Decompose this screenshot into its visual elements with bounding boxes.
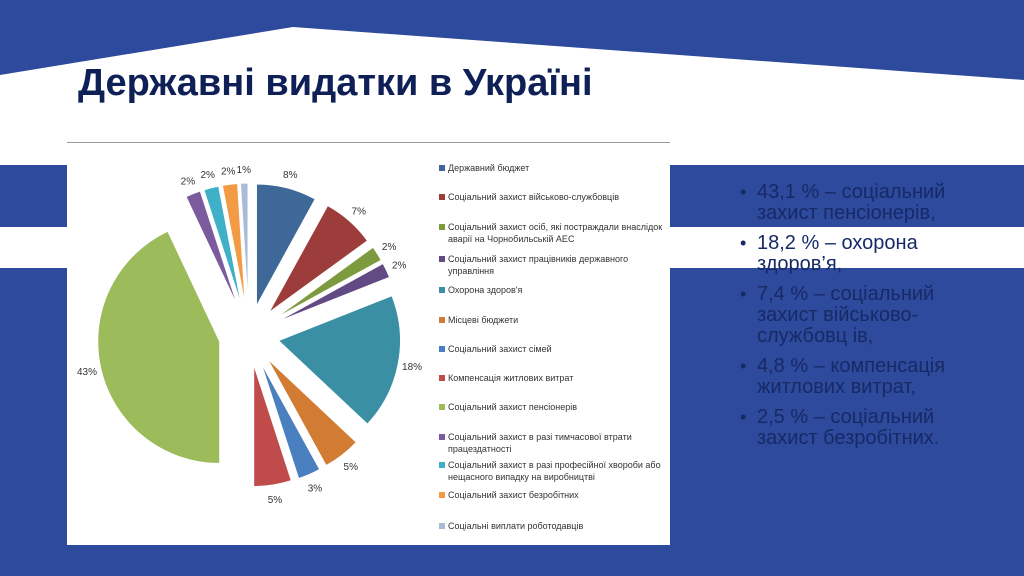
bullet-item: 43,1 % – соціальний захист пенсіонерів,	[740, 182, 990, 224]
slice-label: 18%	[402, 362, 422, 373]
title-divider	[67, 142, 670, 143]
slice-label: 5%	[344, 462, 359, 473]
slide-title: Державні видатки в Україні	[78, 62, 593, 104]
pie-slice	[185, 190, 239, 308]
legend-label: Охорона здоров'я	[448, 285, 523, 295]
pie-slice	[221, 182, 246, 306]
legend-label: Соціальний захист безробітних	[448, 490, 579, 500]
legend-label: Соціальний захист працівників державного…	[448, 254, 629, 276]
legend-item: Соціальний захист в разі професійної хво…	[439, 459, 673, 483]
legend-item: Соціальний захист військово-службовців	[439, 191, 673, 203]
legend-label: Компенсація житлових витрат	[448, 373, 574, 383]
legend-label: Соціальний захист осіб, які постраждали …	[448, 222, 663, 244]
pie-slice	[277, 295, 401, 425]
legend-item: Компенсація житлових витрат	[439, 372, 673, 384]
legend-item: Соціальний захист в разі тимчасової втра…	[439, 431, 673, 455]
pie-slice	[203, 185, 243, 307]
pie-slice	[97, 230, 221, 465]
legend-item: Соціальний захист сімей	[439, 343, 673, 355]
legend-swatch	[439, 523, 445, 529]
pie-plot: 8%7%2%2%18%5%3%5%43%2%2% 2% 1%	[77, 165, 422, 506]
legend-item: Соціальний захист осіб, які постраждали …	[439, 221, 673, 245]
legend-item: Соціальний захист безробітних	[439, 489, 673, 501]
slice-label: 2%	[221, 166, 236, 177]
slice-label: 1%	[237, 165, 252, 176]
pie-slice	[239, 182, 249, 306]
legend-item: Охорона здоров'я	[439, 284, 673, 296]
pie-slice	[255, 183, 316, 307]
legend-label: Державний бюджет	[448, 163, 530, 173]
slice-label: 43%	[77, 367, 97, 378]
legend-label: Соціальний захист сімей	[448, 344, 552, 354]
legend-swatch	[439, 492, 445, 498]
legend-item: Соціальний захист пенсіонерів	[439, 401, 673, 413]
legend-label: Соціальний захист в разі професійної хво…	[448, 460, 661, 482]
legend-swatch	[439, 224, 445, 230]
legend-label: Соціальний захист в разі тимчасової втра…	[448, 432, 632, 454]
bullet-item: 2,5 % – соціальний захист безробітних.	[740, 407, 990, 449]
slice-label: 2%	[382, 242, 397, 253]
legend-label: Соціальні виплати роботодавців	[448, 521, 584, 531]
legend-swatch	[439, 165, 445, 171]
slice-label: 3%	[308, 483, 323, 494]
slice-label: 2%	[200, 170, 215, 181]
bullet-item: 4,8 % – компенсація житлових витрат,	[740, 356, 990, 398]
legend-item: Місцеві бюджети	[439, 314, 673, 326]
legend-label: Місцеві бюджети	[448, 315, 519, 325]
legend-swatch	[439, 346, 445, 352]
legend-label: Соціальний захист військово-службовців	[448, 192, 619, 202]
legend-swatch	[439, 462, 445, 468]
bullet-list: 43,1 % – соціальний захист пенсіонерів, 1…	[740, 182, 990, 458]
pie-chart: 8% 7% 2% 2% 18% 5% 3% 5% 43% 2% 2% 2% 1% Державний б…	[67, 150, 670, 545]
legend-swatch	[439, 434, 445, 440]
pie-slice	[274, 246, 382, 320]
legend-item: Державний бюджет	[439, 162, 673, 174]
legend-swatch	[439, 287, 445, 293]
legend-item: Соціальні виплати роботодавців	[439, 520, 673, 532]
legend-swatch	[439, 317, 445, 323]
bullet-item: 7,4 % – соціальний захист військово-служ…	[740, 284, 990, 347]
slice-label: 2%	[181, 177, 196, 188]
legend-swatch	[439, 256, 445, 262]
slice-label: 5%	[268, 495, 283, 506]
legend-swatch	[439, 194, 445, 200]
pie-slice	[253, 364, 293, 488]
bullet-item: 18,2 % – охорона здоров’я,	[740, 233, 990, 275]
pie-slice	[268, 204, 369, 313]
legend-label: Соціальний захист пенсіонерів	[448, 402, 578, 412]
legend-item: Соціальний захист працівників державного…	[439, 253, 673, 277]
slice-label: 2%	[392, 260, 407, 271]
pie-slice	[275, 262, 391, 323]
legend-swatch	[439, 404, 445, 410]
pie-slice	[260, 362, 321, 480]
pie-slice	[266, 358, 358, 467]
slice-label: 8%	[283, 170, 298, 181]
slice-label: 7%	[352, 206, 367, 217]
legend-swatch	[439, 375, 445, 381]
